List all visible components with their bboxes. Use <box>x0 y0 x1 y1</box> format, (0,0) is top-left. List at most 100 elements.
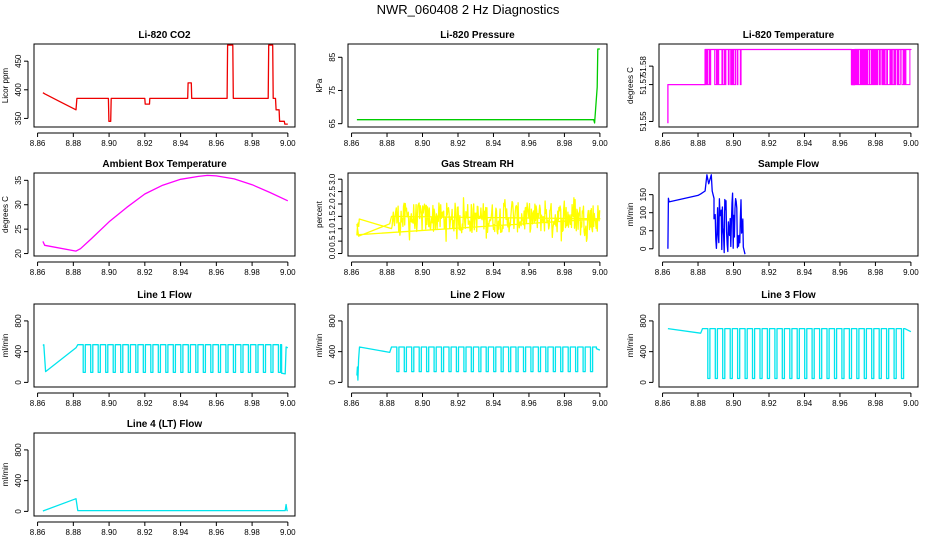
x-tick-label: 9.00 <box>592 399 608 408</box>
x-tick-label: 8.88 <box>66 268 82 277</box>
x-tick-label: 8.86 <box>344 399 360 408</box>
x-tick-label: 8.90 <box>726 268 742 277</box>
x-tick-label: 8.98 <box>244 399 260 408</box>
x-tick-label: 9.00 <box>280 399 296 408</box>
x-tick-label: 8.96 <box>521 268 537 277</box>
x-tick-label: 9.00 <box>592 268 608 277</box>
x-tick-label: 8.98 <box>557 268 573 277</box>
y-tick-label: 450 <box>14 54 23 68</box>
x-tick-label: 8.88 <box>66 139 82 148</box>
x-tick-label: 8.92 <box>137 399 153 408</box>
y-tick-label: 350 <box>14 111 23 125</box>
chart-panel: Line 4 (LT) Flow 8.86 8.88 8.90 8.92 8.94 8.96… <box>1 419 296 537</box>
x-tick-label: 8.94 <box>173 399 189 408</box>
y-tick-label: 51.55 <box>639 111 648 132</box>
y-tick-label: 2.0 <box>328 198 337 210</box>
y-tick-label: 50 <box>639 226 648 235</box>
x-tick-label: 8.92 <box>137 268 153 277</box>
x-tick-label: 8.98 <box>868 399 884 408</box>
y-tick-label: 51.58 <box>639 56 648 77</box>
x-tick-label: 8.98 <box>868 268 884 277</box>
x-tick-label: 8.96 <box>521 399 537 408</box>
x-tick-label: 8.86 <box>655 139 671 148</box>
chart-panel: Li-820 CO2 8.86 8.88 8.90 8.92 8.94 8.96 8.98 9.… <box>1 30 296 148</box>
x-tick-label: 9.00 <box>592 139 608 148</box>
x-tick-label: 8.86 <box>344 268 360 277</box>
chart-panel: Sample Flow 8.86 8.88 8.90 8.92 8.94 8.96 8.98 9… <box>626 159 919 277</box>
x-tick-label: 8.94 <box>173 139 189 148</box>
x-tick-label: 8.92 <box>450 268 466 277</box>
y-tick-label: 0 <box>14 509 23 514</box>
x-tick-label: 8.92 <box>761 399 777 408</box>
x-tick-label: 8.94 <box>173 528 189 537</box>
x-tick-label: 8.96 <box>832 268 848 277</box>
x-tick-label: 8.88 <box>66 399 82 408</box>
panel-title: Li-820 Temperature <box>743 30 835 41</box>
plot-frame <box>33 43 296 128</box>
x-tick-label: 8.86 <box>30 528 46 537</box>
y-tick-label: 2.5 <box>328 185 337 197</box>
y-axis-label: ml/min <box>626 334 635 358</box>
x-tick-label: 8.86 <box>655 268 671 277</box>
x-tick-label: 8.98 <box>868 139 884 148</box>
x-tick-label: 8.86 <box>30 399 46 408</box>
chart-panel: Line 1 Flow 8.86 8.88 8.90 8.92 8.94 8.96 8.98 9… <box>1 290 296 408</box>
series-line <box>667 174 746 255</box>
figure-title: NWR_060408 2 Hz Diagnostics <box>377 2 560 17</box>
y-tick-label: 800 <box>14 314 23 328</box>
y-tick-label: 150 <box>639 187 648 201</box>
plot-frame <box>33 432 296 517</box>
y-axis-label: degrees C <box>1 196 10 233</box>
panel-title: Ambient Box Temperature <box>102 159 227 170</box>
series-line <box>42 44 288 125</box>
y-axis-label: ml/min <box>315 334 324 358</box>
x-tick-label: 8.90 <box>726 399 742 408</box>
y-tick-label: 20 <box>14 249 23 258</box>
x-tick-label: 8.90 <box>415 268 431 277</box>
x-tick-label: 8.96 <box>521 139 537 148</box>
series-line <box>356 48 600 124</box>
x-tick-label: 8.88 <box>66 528 82 537</box>
x-tick-label: 8.96 <box>832 399 848 408</box>
x-tick-label: 8.86 <box>30 139 46 148</box>
plot-frame <box>33 172 296 257</box>
panel-grid: Li-820 CO2 8.86 8.88 8.90 8.92 8.94 8.96 8.98 9.… <box>1 30 919 537</box>
chart-panel: Line 3 Flow 8.86 8.88 8.90 8.92 8.94 8.96 8.98 9… <box>626 290 919 408</box>
x-tick-label: 8.86 <box>30 268 46 277</box>
x-tick-label: 8.94 <box>486 139 502 148</box>
y-tick-label: 800 <box>639 314 648 328</box>
chart-panel: Li-820 Temperature 8.86 8.88 8.90 8.92 8.94 8.… <box>626 30 919 148</box>
x-tick-label: 8.94 <box>797 268 813 277</box>
y-tick-label: 1.0 <box>328 223 337 235</box>
y-tick-label: 3.0 <box>328 173 337 185</box>
y-tick-label: 400 <box>328 344 337 358</box>
plot-frame <box>658 303 919 388</box>
y-tick-label: 400 <box>639 344 648 358</box>
x-tick-label: 8.88 <box>690 399 706 408</box>
x-tick-label: 8.88 <box>690 139 706 148</box>
y-tick-label: 0 <box>639 246 648 251</box>
x-tick-label: 8.96 <box>832 139 848 148</box>
y-tick-label: 75 <box>328 85 337 94</box>
x-tick-label: 8.98 <box>244 528 260 537</box>
chart-panel: Gas Stream RH 8.86 8.88 8.90 8.92 8.94 8.96 8.9… <box>315 159 608 277</box>
panel-title: Line 3 Flow <box>761 290 816 301</box>
series-line <box>42 174 289 252</box>
panel-title: Line 1 Flow <box>137 290 192 301</box>
x-tick-label: 8.96 <box>209 139 225 148</box>
x-tick-label: 8.90 <box>726 139 742 148</box>
x-tick-label: 8.88 <box>690 268 706 277</box>
y-tick-label: 0 <box>14 380 23 385</box>
x-tick-label: 8.88 <box>379 268 395 277</box>
x-tick-label: 8.98 <box>557 399 573 408</box>
panel-title: Li-820 CO2 <box>138 30 191 41</box>
x-tick-label: 8.98 <box>244 139 260 148</box>
panel-title: Gas Stream RH <box>441 159 514 170</box>
y-tick-label: 0 <box>328 380 337 385</box>
x-tick-label: 8.94 <box>486 399 502 408</box>
y-tick-label: 1.5 <box>328 210 337 222</box>
y-tick-label: 100 <box>639 205 648 219</box>
x-tick-label: 9.00 <box>280 268 296 277</box>
x-tick-label: 8.86 <box>655 399 671 408</box>
